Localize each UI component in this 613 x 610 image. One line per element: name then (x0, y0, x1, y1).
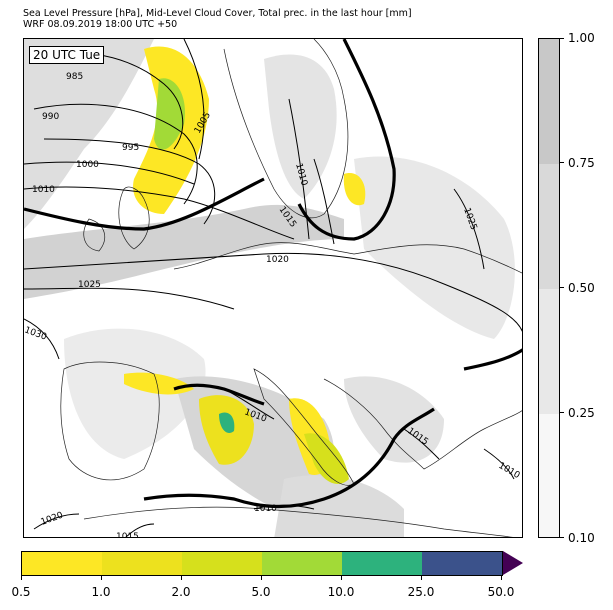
front-greece (463, 348, 522, 371)
prec-cbar-tick (101, 576, 102, 580)
isobar-1025-west (24, 287, 235, 310)
prec-cbar-ticklabel: 50.0 (487, 585, 515, 599)
prec-cbar-segment-2 (182, 552, 262, 575)
precipitation-layer (124, 46, 366, 484)
prec-cbar-ticklabel: 2.0 (171, 585, 191, 599)
isobar-label: 1000 (76, 160, 99, 170)
weather-map: 985 990 995 1000 1005 1010 1010 1015 102… (23, 38, 523, 538)
isobar-label: 1010 (254, 504, 277, 514)
isobar-label: 1010 (32, 185, 55, 195)
time-label: 20 UTC Tue (29, 46, 105, 64)
cloud-north-africa (274, 475, 404, 537)
figure-title: Sea Level Pressure [hPa], Mid-Level Clou… (23, 8, 412, 19)
cloud-cbar-ticklabel: 0.25 (568, 406, 595, 420)
isobar-label: 995 (122, 143, 139, 153)
prec-cbar-tick (341, 576, 342, 580)
coast-iberia (60, 361, 160, 481)
front-mediterranean (143, 407, 435, 509)
precip-baltic (343, 173, 366, 206)
coast-british-isles (118, 186, 150, 250)
isobar-label: 1020 (40, 510, 65, 527)
prec-cbar-ticklabel: 0.5 (11, 585, 31, 599)
precip-north-sea-core (154, 78, 185, 150)
cloud-cbar-segment-0 (539, 414, 559, 537)
isobar-label: 1030 (24, 325, 48, 342)
prec-cbar-ticklabel: 5.0 (251, 585, 271, 599)
cloud-cbar-segment-3 (539, 39, 559, 164)
prec-cbar-extend-arrow (503, 551, 523, 575)
isobar-990 (33, 103, 198, 205)
cloud-cbar-tick (560, 537, 564, 538)
prec-cbar-segment-1 (102, 552, 182, 575)
prec-cbar-tick (421, 576, 422, 580)
coast-north-africa (83, 506, 514, 537)
isobar-label: 1015 (116, 532, 139, 538)
coast-balkans (323, 378, 522, 470)
isobar-1020 (24, 252, 522, 332)
coast-scandinavia (223, 39, 349, 219)
prec-cbar-segment-3 (262, 552, 342, 575)
isobar-label: 1025 (78, 280, 101, 290)
prec-cbar-ticklabel: 25.0 (407, 585, 435, 599)
isobar-1015-balkans (403, 428, 440, 460)
prec-cbar-ticklabel: 10.0 (327, 585, 355, 599)
front-italy-west (173, 383, 265, 406)
cloud-band-atlantic (24, 204, 344, 299)
isobar-label: 985 (66, 72, 83, 82)
prec-cbar-tick (501, 576, 502, 580)
isobar-label: 990 (42, 112, 59, 122)
front-lines-layer (24, 39, 522, 509)
cloud-band-northwest (24, 39, 154, 229)
cloud-cbar-ticklabel: 0.10 (568, 531, 595, 545)
isobar-995 (43, 138, 216, 225)
isobar-1025-east (453, 188, 485, 270)
isobar-1010-greece (483, 448, 515, 480)
prec-cbar-segment-0 (22, 552, 102, 575)
cloud-cbar-tick (560, 162, 564, 163)
prec-cbar-segment-4 (342, 552, 422, 575)
prec-cbar-tick (261, 576, 262, 580)
precip-sardinia-core (219, 412, 235, 434)
cloud-cbar-tick (560, 38, 564, 39)
front-scandinavia (297, 39, 396, 241)
cloud-iberia (64, 328, 206, 459)
isobar-1010-scandinavia (288, 98, 310, 240)
prec-cbar-segment-5 (422, 552, 502, 575)
precipitation-colorbar (21, 551, 503, 576)
cloud-cbar-ticklabel: 1.00 (568, 31, 595, 45)
cloud-cover-colorbar (538, 38, 560, 538)
cloud-cbar-segment-2 (539, 164, 559, 289)
isobar-1005 (183, 39, 205, 160)
cloud-scandinavia (264, 54, 337, 199)
prec-cbar-ticklabel: 1.0 (91, 585, 111, 599)
figure-subtitle: WRF 08.09.2019 18:00 UTC +50 (23, 19, 178, 30)
isobar-1020-south (33, 513, 80, 530)
map-canvas: 985 990 995 1000 1005 1010 1010 1015 102… (24, 39, 522, 538)
isobar-1030 (24, 318, 60, 360)
cloud-east (354, 156, 515, 339)
isobar-1010-north (24, 186, 295, 240)
precip-tyrrhenian (304, 433, 349, 484)
isobar-1015-south (125, 523, 155, 537)
coastlines-layer (60, 39, 522, 537)
isobar-label: 1010 (497, 461, 522, 481)
cloud-cbar-tick (560, 412, 564, 413)
prec-cbar-tick (21, 576, 22, 580)
isobar-label: 1020 (266, 255, 289, 265)
coast-continent-north (173, 242, 522, 274)
cloud-cbar-ticklabel: 0.75 (568, 156, 595, 170)
cloud-cbar-ticklabel: 0.50 (568, 281, 595, 295)
cloud-cbar-tick (560, 287, 564, 288)
cloud-cbar-segment-1 (539, 289, 559, 414)
isobar-1000 (24, 161, 195, 185)
prec-cbar-tick (181, 576, 182, 580)
front-atlantic (24, 177, 265, 231)
